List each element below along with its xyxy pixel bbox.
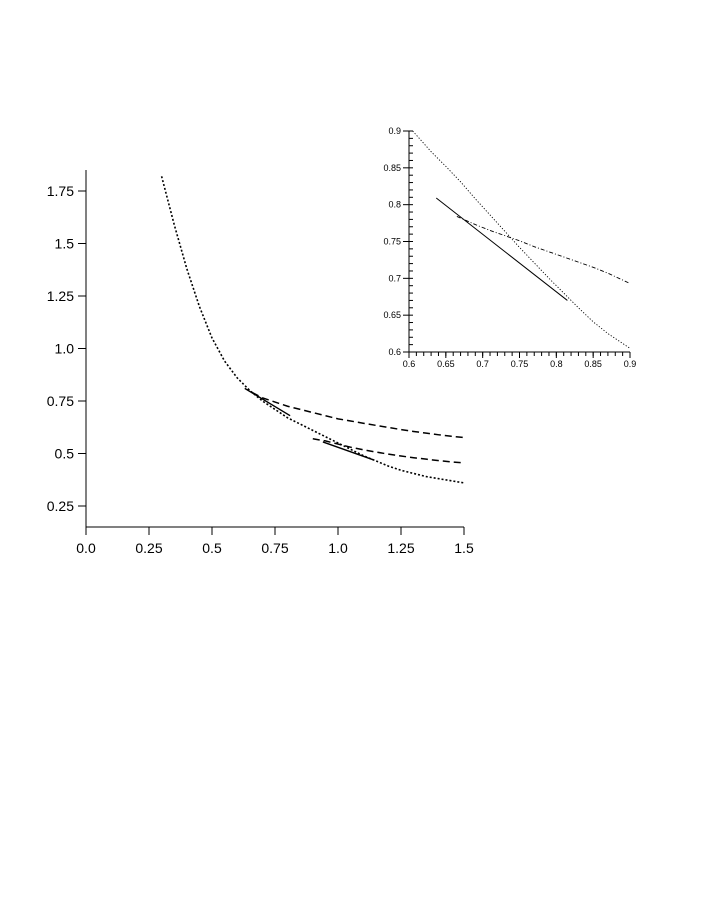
inset-x-tick-label: 0.85: [584, 359, 602, 369]
main-y-tick-label: 1.75: [47, 183, 74, 199]
inset-x-tick-label: 0.75: [511, 359, 529, 369]
inset-y-tick-label: 0.75: [383, 237, 401, 247]
inset-y-tick-label: 0.65: [383, 310, 401, 320]
main-y-tick-label: 1.0: [55, 341, 75, 357]
main-series-solid-line: [244, 387, 291, 417]
inset-y-tick-label: 0.9: [388, 126, 401, 136]
main-series-solid-line: [322, 441, 374, 461]
main-y-tick-label: 0.25: [47, 498, 74, 514]
main-chart: 0.0 0.25 0.5 0.75 1.0 1.25 1.5 0.25 0.5 0.75 1.0 1.…: [47, 170, 474, 556]
main-y-tick-label: 0.5: [55, 446, 75, 462]
main-y-tick-label: 1.25: [47, 288, 74, 304]
main-x-tick-label: 0.5: [202, 540, 222, 556]
inset-series-dotted-line: [412, 130, 631, 349]
inset-chart: 0.6 0.65 0.7 0.75 0.8 0.85 0.9 0.6 0.65 0.7 0.75 0.…: [383, 126, 636, 369]
main-y-tick-label: 1.5: [55, 236, 75, 252]
main-x-tick-label: 0.75: [261, 540, 288, 556]
inset-x-tick-label: 0.6: [403, 359, 416, 369]
inset-x-tick-label: 0.7: [476, 359, 489, 369]
inset-x-tick-label: 0.65: [437, 359, 455, 369]
main-x-tick-label: 1.5: [454, 540, 474, 556]
main-x-tick-label: 0.25: [135, 540, 162, 556]
main-x-tick-label: 1.25: [387, 540, 414, 556]
inset-y-tick-label: 0.8: [388, 200, 401, 210]
main-series-dashed-line: [312, 438, 465, 464]
inset-series-dashdot-line: [456, 216, 631, 284]
inset-y-tick-label: 0.85: [383, 163, 401, 173]
inset-y-tick-label: 0.6: [388, 347, 401, 357]
inset-x-tick-label: 0.9: [624, 359, 637, 369]
inset-y-tick-label: 0.7: [388, 273, 401, 283]
main-x-tick-label: 1.0: [328, 540, 348, 556]
main-y-tick-label: 0.75: [47, 393, 74, 409]
inset-series-solid-line: [435, 197, 568, 301]
inset-x-tick-label: 0.8: [550, 359, 563, 369]
main-x-tick-label: 0.0: [76, 540, 96, 556]
main-series-dotted-line: [160, 176, 465, 484]
main-series-dashed-line: [251, 391, 465, 439]
